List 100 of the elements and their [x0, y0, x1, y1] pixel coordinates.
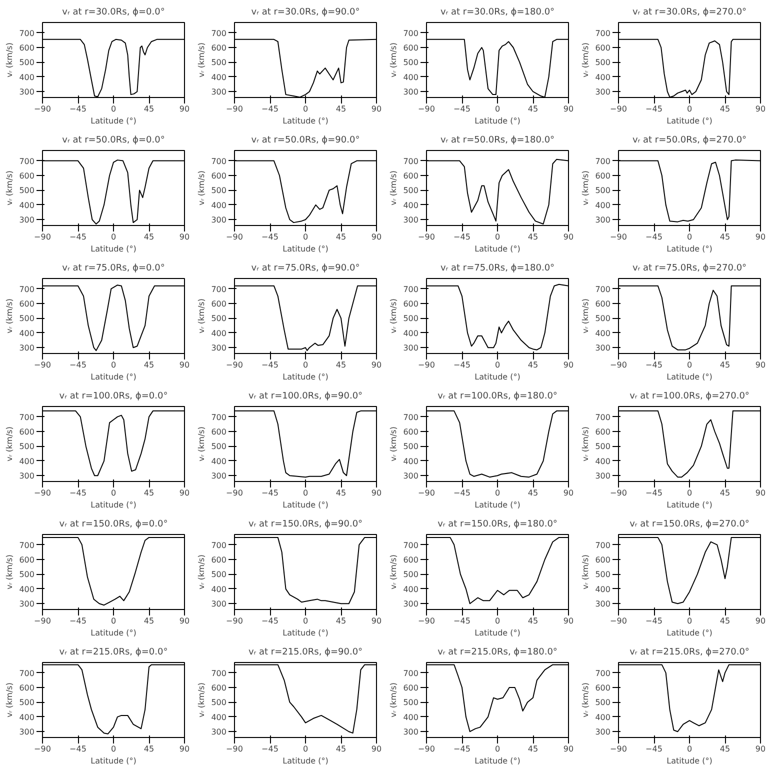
x-tick-label: −45	[70, 616, 86, 626]
x-tick-label: 45	[144, 744, 154, 754]
y-tick-label: 600	[211, 428, 227, 436]
y-tick-label: 400	[211, 456, 227, 466]
y-tick-label: 300	[211, 216, 227, 225]
y-tick-label: 300	[211, 472, 227, 481]
y-tick-label: 700	[211, 284, 227, 294]
y-tick-label: 700	[403, 284, 419, 294]
x-tick-label: 0	[302, 744, 308, 754]
x-tick-label: 0	[494, 232, 500, 242]
y-tick-label: 400	[211, 328, 227, 338]
y-tick-label: 700	[403, 668, 419, 678]
x-tick-label: 0	[686, 360, 692, 370]
x-axis-title: Latitude (°)	[474, 372, 520, 382]
x-tick-label: −45	[646, 616, 662, 626]
y-tick-label: 300	[403, 600, 419, 609]
x-tick-label: −90	[610, 744, 627, 754]
chart-title: vᵣ at r=50.0Rs, ϕ=180.0°	[440, 136, 555, 146]
y-axis-title: vᵣ (km/s)	[581, 426, 590, 462]
y-tick-label: 700	[19, 284, 35, 294]
y-tick-label: 400	[403, 200, 419, 210]
y-axis-title: vᵣ (km/s)	[197, 170, 206, 206]
x-tick-label: 90	[563, 360, 574, 370]
y-tick-label: 700	[403, 540, 419, 550]
y-tick-label: 400	[19, 456, 35, 466]
y-tick-label: 400	[19, 200, 35, 210]
y-tick-label: 600	[403, 172, 419, 180]
x-tick-label: −90	[418, 232, 435, 242]
y-tick-label: 500	[403, 698, 419, 708]
x-tick-label: 45	[720, 232, 730, 242]
y-tick-label: 300	[595, 344, 611, 353]
chart-title: vᵣ at r=75.0Rs, ϕ=270.0°	[632, 264, 747, 274]
x-axis-title: Latitude (°)	[666, 244, 712, 254]
x-tick-label: 0	[110, 488, 116, 498]
y-tick-label: 400	[19, 72, 35, 82]
x-axis-title: Latitude (°)	[666, 500, 712, 510]
y-axis-title: vᵣ (km/s)	[581, 42, 590, 78]
x-tick-label: −90	[34, 232, 51, 242]
y-tick-label: 400	[211, 584, 227, 594]
x-tick-label: 0	[110, 744, 116, 754]
x-tick-label: −45	[70, 232, 86, 242]
x-tick-label: −45	[262, 104, 278, 114]
y-tick-label: 500	[211, 314, 227, 324]
y-axis-title: vᵣ (km/s)	[197, 682, 206, 718]
chart-title: vᵣ at r=75.0Rs, ϕ=90.0°	[251, 264, 360, 274]
x-tick-label: −90	[226, 104, 243, 114]
x-tick-label: −90	[34, 616, 51, 626]
y-tick-label: 300	[403, 88, 419, 97]
chart-title: vᵣ at r=150.0Rs, ϕ=270.0°	[630, 520, 750, 530]
y-tick-label: 700	[19, 540, 35, 550]
y-tick-label: 500	[19, 570, 35, 580]
y-tick-label: 600	[595, 556, 611, 564]
y-tick-label: 300	[19, 600, 35, 609]
x-tick-label: 0	[494, 744, 500, 754]
y-tick-label: 500	[595, 442, 611, 452]
y-tick-label: 300	[403, 472, 419, 481]
x-tick-label: 45	[528, 232, 538, 242]
x-tick-label: 0	[302, 232, 308, 242]
y-tick-label: 500	[403, 442, 419, 452]
chart-title: vᵣ at r=150.0Rs, ϕ=0.0°	[59, 520, 168, 530]
x-axis-title: Latitude (°)	[90, 244, 136, 254]
x-tick-label: −45	[646, 744, 662, 754]
y-tick-label: 700	[595, 284, 611, 294]
y-tick-label: 600	[403, 684, 419, 692]
y-tick-label: 300	[211, 728, 227, 737]
y-tick-label: 500	[403, 58, 419, 68]
x-tick-label: 90	[755, 360, 766, 370]
y-tick-label: 500	[403, 186, 419, 196]
x-tick-label: 0	[110, 616, 116, 626]
y-tick-label: 400	[595, 712, 611, 722]
x-tick-label: 0	[686, 232, 692, 242]
y-axis-title: vᵣ (km/s)	[581, 170, 590, 206]
x-tick-label: 90	[563, 104, 574, 114]
y-tick-label: 600	[19, 172, 35, 180]
x-tick-label: 90	[563, 232, 574, 242]
y-tick-label: 400	[595, 200, 611, 210]
x-axis-title: Latitude (°)	[282, 372, 328, 382]
x-axis-title: Latitude (°)	[666, 756, 712, 766]
y-tick-label: 700	[403, 412, 419, 422]
x-tick-label: 0	[110, 104, 116, 114]
x-tick-label: −90	[610, 104, 627, 114]
x-tick-label: 0	[302, 104, 308, 114]
x-tick-label: 45	[528, 744, 538, 754]
y-axis-title: vᵣ (km/s)	[389, 426, 398, 462]
x-tick-label: −45	[70, 488, 86, 498]
x-tick-label: 90	[563, 616, 574, 626]
x-axis-title: Latitude (°)	[282, 628, 328, 638]
y-tick-label: 400	[19, 712, 35, 722]
y-tick-label: 400	[211, 72, 227, 82]
chart-title: vᵣ at r=215.0Rs, ϕ=180.0°	[438, 648, 558, 658]
y-tick-label: 500	[19, 314, 35, 324]
y-tick-label: 600	[403, 44, 419, 52]
x-tick-label: −90	[610, 488, 627, 498]
x-tick-label: 90	[755, 232, 766, 242]
y-tick-label: 400	[403, 456, 419, 466]
x-tick-label: 90	[563, 488, 574, 498]
y-tick-label: 300	[211, 88, 227, 97]
y-tick-label: 700	[403, 156, 419, 166]
x-tick-label: −45	[646, 104, 662, 114]
y-tick-label: 400	[19, 328, 35, 338]
